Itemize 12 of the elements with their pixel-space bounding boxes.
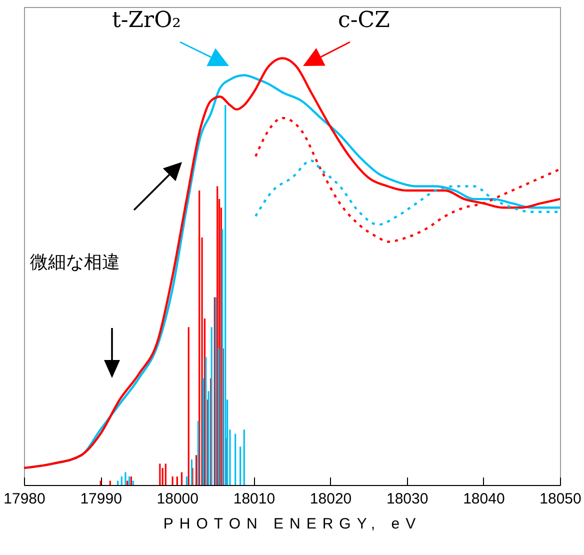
x-tick-label: 18050	[540, 490, 582, 508]
x-tick-label: 18010	[233, 490, 276, 508]
annotation: 微細な相違	[30, 251, 120, 274]
text: c-CZ	[338, 8, 390, 33]
x-tick-label: 18040	[463, 490, 505, 508]
x-axis-title: PHOTON ENERGY, eV	[163, 516, 422, 532]
x-tick-label: 18020	[310, 490, 352, 508]
text: t-ZrO₂	[112, 8, 181, 33]
x-tick-label: 17990	[80, 490, 122, 508]
x-tick-label: 18030	[386, 490, 428, 508]
x-tick-label: 18000	[156, 490, 198, 508]
x-tick-label: 17980	[4, 490, 46, 508]
